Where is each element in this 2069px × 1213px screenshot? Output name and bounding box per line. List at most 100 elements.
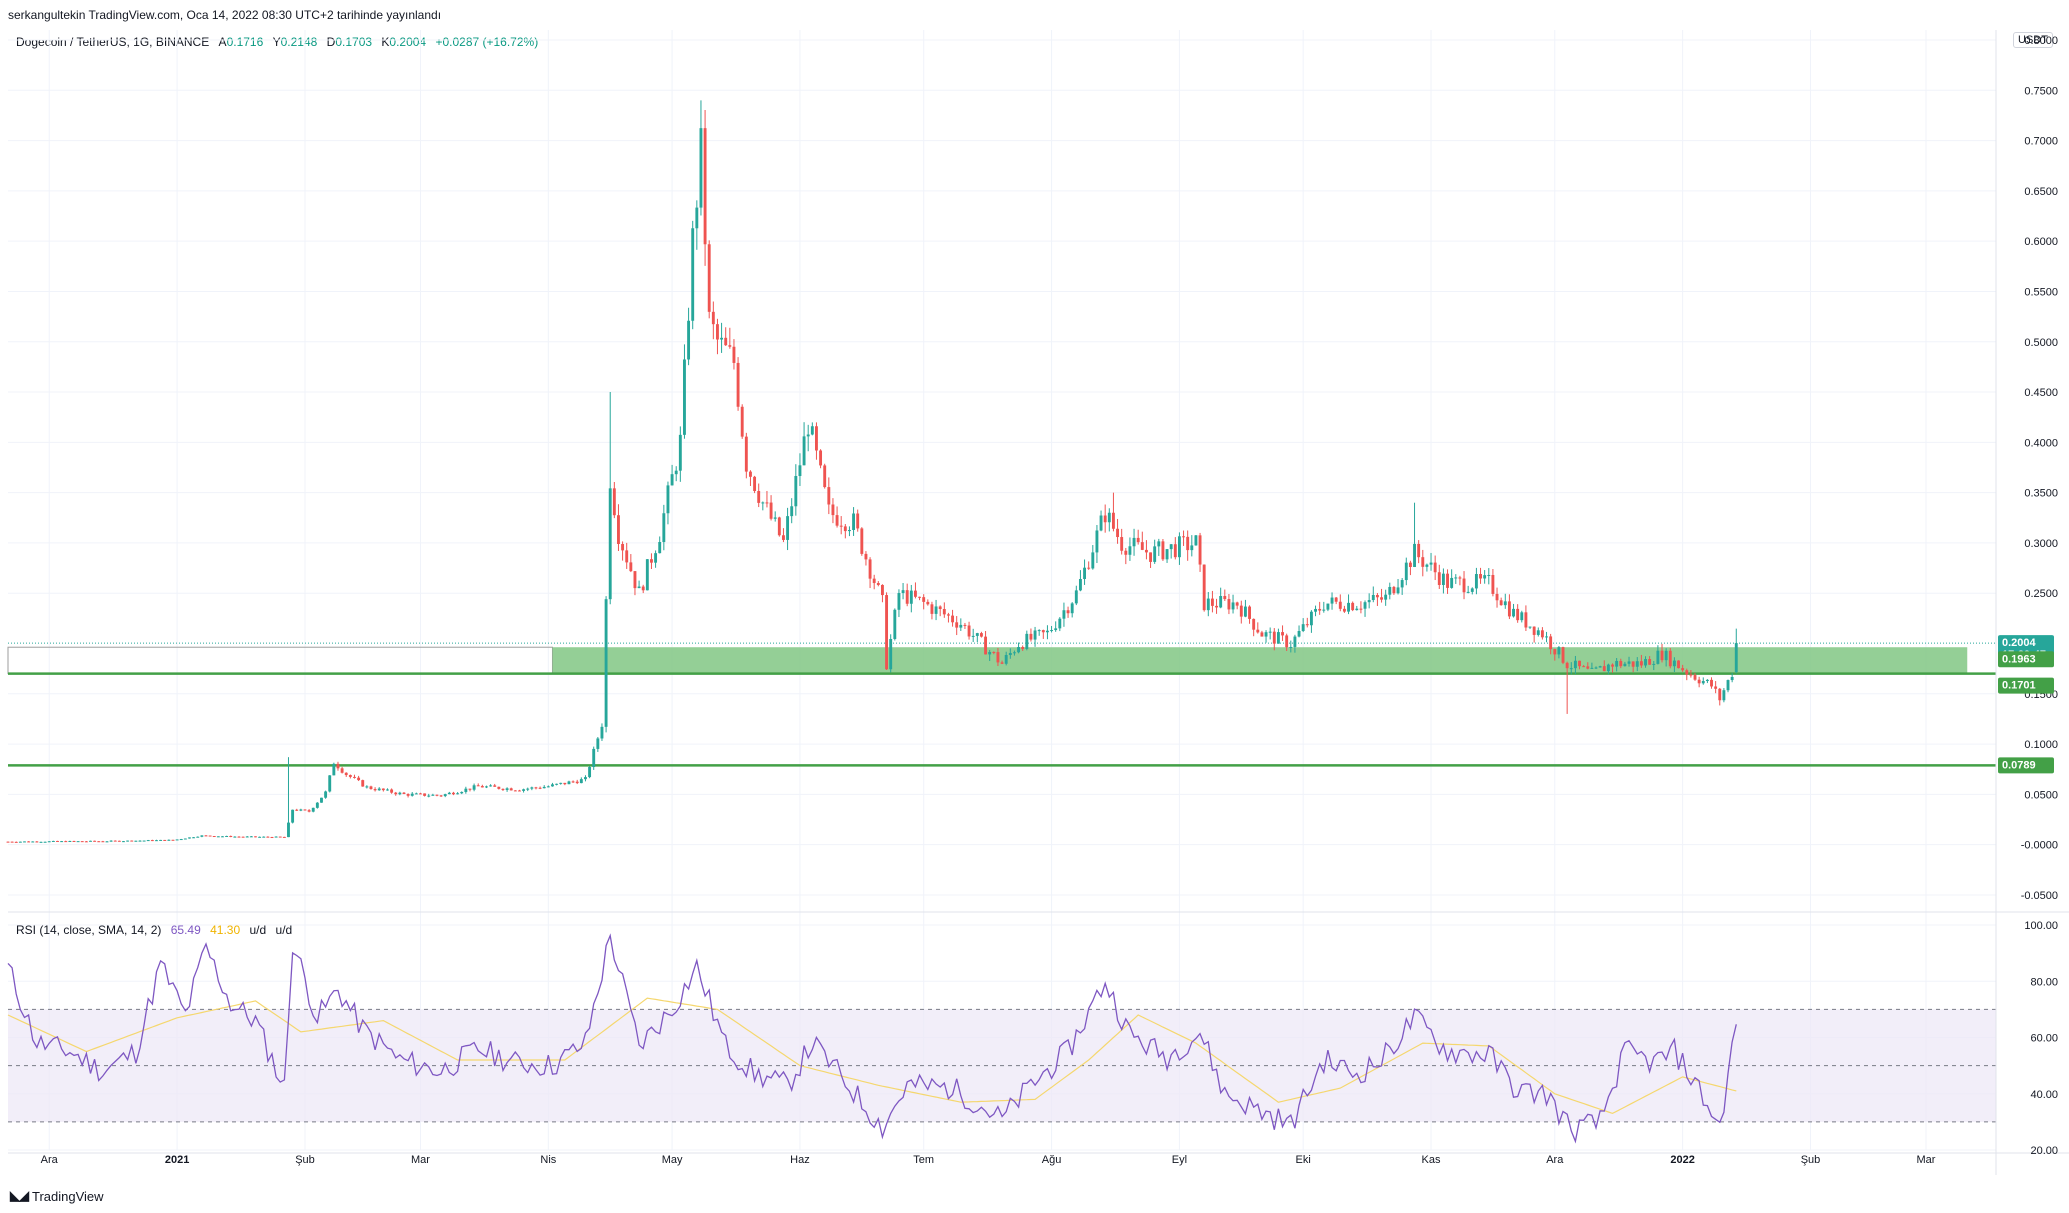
candles xyxy=(6,100,1738,843)
candle xyxy=(885,592,889,670)
candle xyxy=(670,464,674,486)
candle xyxy=(1276,628,1280,644)
candle xyxy=(691,220,695,330)
candle xyxy=(905,583,909,607)
candle xyxy=(530,786,534,791)
candle-body xyxy=(905,590,909,604)
change-value: +0.0287 (+16.72%) xyxy=(435,35,539,49)
candle-body xyxy=(1004,655,1008,664)
candle-body xyxy=(955,622,959,628)
candle-body xyxy=(315,802,319,808)
candle xyxy=(1569,662,1573,675)
candle-body xyxy=(464,788,468,792)
candle xyxy=(930,601,934,620)
low-label: D xyxy=(326,35,336,49)
candle-body xyxy=(299,809,303,811)
candle-body xyxy=(196,836,200,838)
candle-body xyxy=(1153,546,1157,562)
candle xyxy=(51,840,55,842)
candle xyxy=(1392,585,1396,595)
candle-body xyxy=(683,359,686,435)
candle xyxy=(856,509,860,532)
rsi-legend: RSI (14, close, SMA, 14, 2) 65.49 41.30 … xyxy=(16,923,292,937)
candle-body xyxy=(1578,660,1581,667)
candle xyxy=(1219,587,1223,609)
candle-body xyxy=(1161,541,1165,560)
candle-body xyxy=(1037,630,1041,632)
candle-body xyxy=(732,346,736,363)
candle xyxy=(1549,633,1553,655)
zone-bottom-badge-text: 0.1701 xyxy=(2002,680,2036,692)
candle xyxy=(303,809,307,811)
candle xyxy=(579,777,583,784)
candle xyxy=(431,793,435,796)
candle-body xyxy=(476,785,480,787)
rsi-title[interactable]: RSI (14, close, SMA, 14, 2) xyxy=(16,923,162,937)
candle-body xyxy=(1132,537,1136,547)
candle-body xyxy=(274,836,278,838)
candle xyxy=(612,481,616,519)
candle-body xyxy=(1227,599,1231,610)
candle xyxy=(551,782,554,787)
low-value: 0.1703 xyxy=(335,35,373,49)
candle xyxy=(443,793,447,798)
candle-body xyxy=(1330,597,1334,604)
candle-body xyxy=(1054,628,1058,631)
candle xyxy=(959,618,963,631)
candle-body xyxy=(872,578,876,584)
candle xyxy=(89,840,92,842)
candle xyxy=(84,841,88,843)
candle xyxy=(575,779,579,785)
candle-body xyxy=(720,337,724,340)
rsi-sma-value: 41.30 xyxy=(210,923,241,937)
candle xyxy=(827,477,831,515)
candle-body xyxy=(695,207,699,229)
candle xyxy=(1487,568,1491,585)
candle xyxy=(1012,650,1016,656)
candle xyxy=(1223,589,1227,601)
candle xyxy=(641,584,645,594)
candle xyxy=(31,841,35,843)
rsi-tick-label: 100.00 xyxy=(2024,920,2058,932)
candle-body xyxy=(68,840,72,842)
candle xyxy=(1347,594,1350,615)
candle xyxy=(1025,630,1029,651)
candle-body xyxy=(1512,608,1515,617)
candle-body xyxy=(14,841,18,843)
candle-body xyxy=(699,128,703,208)
candle xyxy=(843,524,847,539)
candle-body xyxy=(1375,594,1379,598)
candle-body xyxy=(117,840,121,842)
candle-body xyxy=(1326,603,1330,610)
candle-body xyxy=(1602,666,1606,672)
candle-body xyxy=(1639,661,1643,666)
candle-body xyxy=(1561,647,1565,663)
candle xyxy=(604,596,608,733)
candle-body xyxy=(542,786,546,789)
footer-brand[interactable]: ◣◢ TradingView xyxy=(10,1188,104,1204)
candle xyxy=(1363,600,1367,617)
candle-body xyxy=(208,835,212,837)
candle xyxy=(749,470,752,487)
candle-body xyxy=(427,795,431,797)
currency-badge[interactable]: USDT xyxy=(2013,32,2053,48)
candle-body xyxy=(1668,650,1672,667)
candle xyxy=(225,835,229,837)
candle xyxy=(988,649,992,662)
candle-body xyxy=(1417,543,1421,558)
candle-body xyxy=(225,835,229,837)
candle xyxy=(522,788,526,793)
symbol-title[interactable]: Dogecoin / TetherUS, 1G, BINANCE xyxy=(16,35,210,49)
candle-body xyxy=(324,791,328,798)
time-tick-label: 2021 xyxy=(165,1154,189,1166)
candle xyxy=(476,783,480,787)
candle-body xyxy=(130,840,134,842)
candle xyxy=(113,840,117,842)
candle-body xyxy=(402,792,406,794)
candle xyxy=(1083,559,1087,585)
support-zone-fill xyxy=(552,647,1968,674)
candle-body xyxy=(23,841,26,843)
zone-top-badge-text: 0.1963 xyxy=(2002,653,2036,665)
candle-body xyxy=(1029,633,1033,640)
